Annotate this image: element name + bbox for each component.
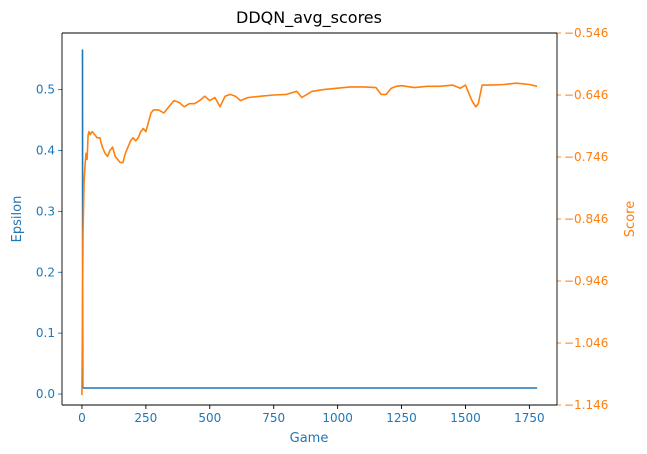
y-left-tick-label: 0.1 — [36, 326, 55, 340]
y-left-tick-label: 0.5 — [36, 83, 55, 97]
y-left-tick-label: 0.0 — [36, 387, 55, 401]
y-right-tick-label: −0.946 — [564, 274, 608, 288]
y-right-axis-label: Score — [623, 201, 638, 237]
y-right-tick-label: −1.146 — [564, 398, 608, 412]
x-tick-label: 1500 — [450, 411, 481, 425]
y-right-tick-label: −0.746 — [564, 150, 608, 164]
y-right-tick-label: −0.646 — [564, 88, 608, 102]
x-tick-label: 250 — [134, 411, 157, 425]
y-left-tick-label: 0.2 — [36, 265, 55, 279]
y-right-tick-label: −0.546 — [564, 26, 608, 40]
x-tick-label: 500 — [198, 411, 221, 425]
epsilon-series-line — [81, 49, 538, 389]
x-axis-label: Game — [290, 431, 329, 446]
y-left-tick-label: 0.4 — [36, 144, 55, 158]
x-tick-label: 1250 — [386, 411, 417, 425]
chart-title: DDQN_avg_scores — [236, 8, 382, 28]
x-tick-label: 1000 — [322, 411, 353, 425]
y-left-tick-label: 0.3 — [36, 204, 55, 218]
y-right-tick-label: −0.846 — [564, 212, 608, 226]
y-right-tick-label: −1.046 — [564, 336, 608, 350]
x-tick-label: 750 — [262, 411, 285, 425]
x-tick-label: 0 — [78, 411, 86, 425]
x-tick-label: 1750 — [514, 411, 545, 425]
y-left-axis-label: Epsilon — [10, 196, 25, 243]
score-series-line — [81, 82, 538, 396]
